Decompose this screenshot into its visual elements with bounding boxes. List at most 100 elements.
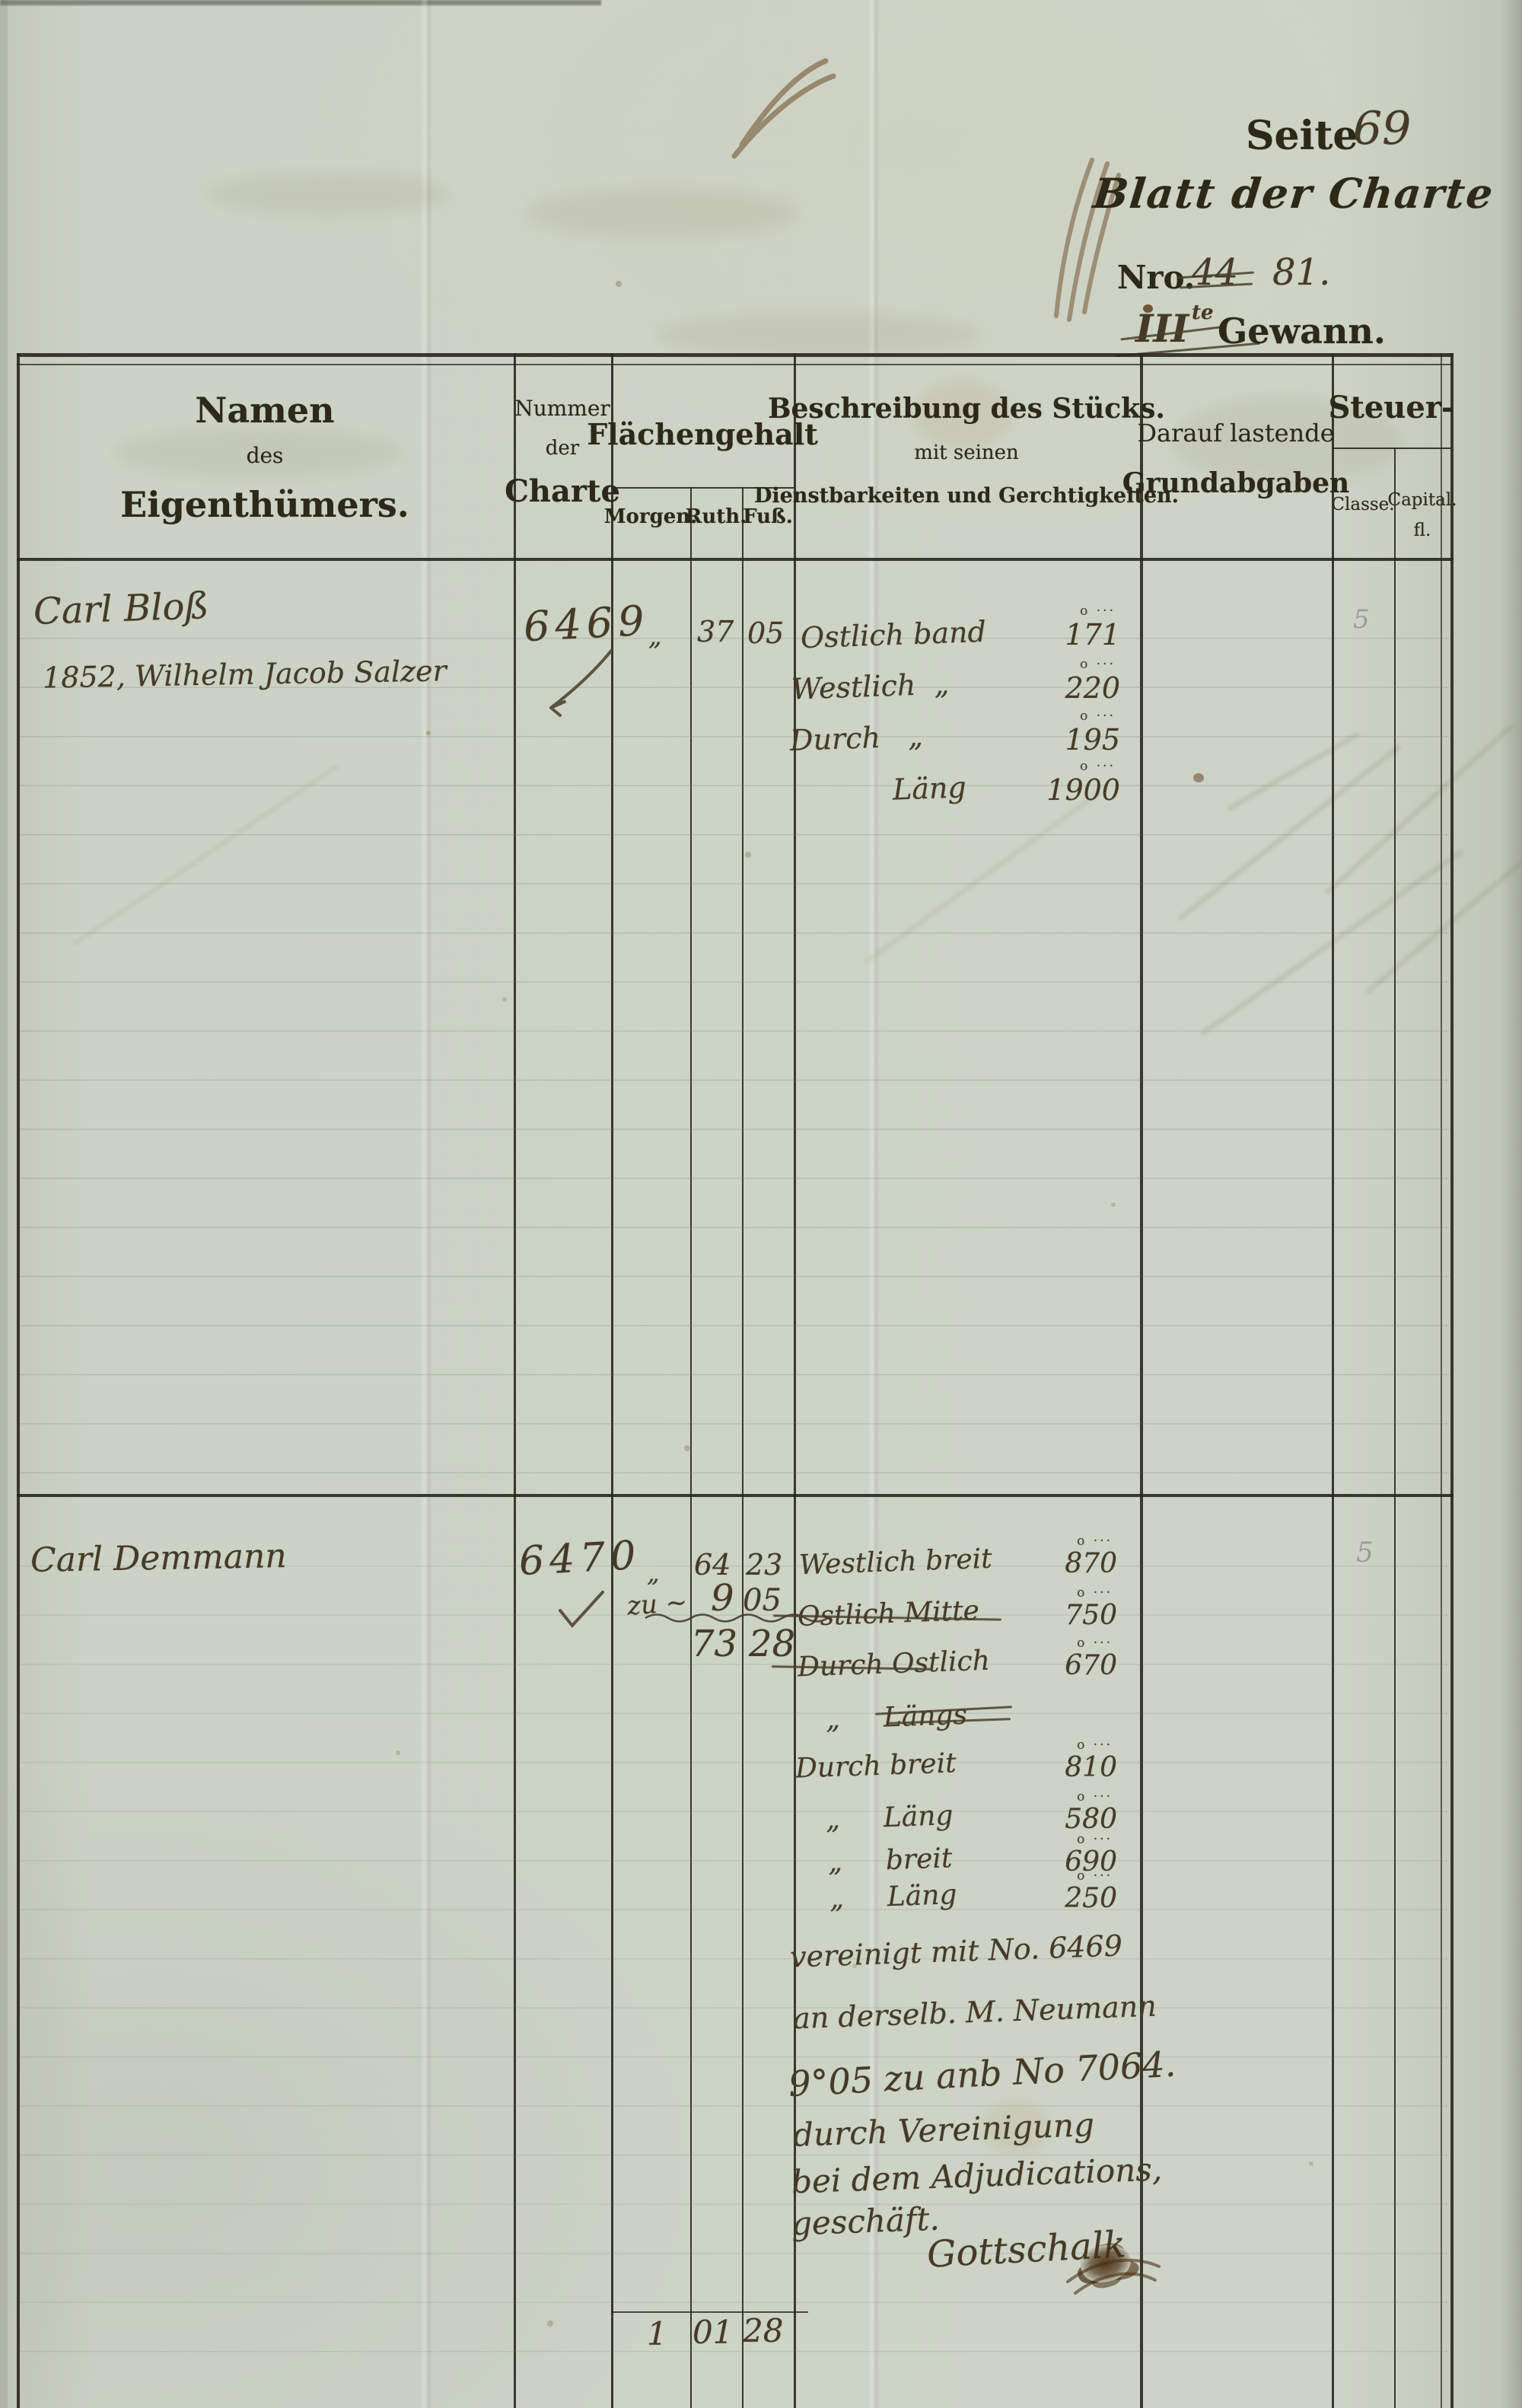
unit-marks: o ··· — [1077, 1789, 1113, 1804]
measurement-label: Ostlich band — [800, 614, 987, 655]
measurement-value: o ··· 250 — [1065, 1868, 1117, 1914]
row2-area-ruth-total: 73 — [691, 1623, 738, 1665]
scan-edge-top — [0, 0, 601, 5]
unit-marks: o ··· — [1077, 1832, 1113, 1847]
col-header-mit-seinen: mit seinen — [914, 441, 1019, 464]
row1-steuer-classe: 5 — [1353, 604, 1370, 635]
unit-marks: o ··· — [1080, 604, 1116, 619]
col-header-darauf-lastende: Darauf lastende — [1137, 419, 1335, 448]
row1-charte-number: 6469 — [522, 596, 651, 651]
table-border-top-inner — [17, 364, 1454, 365]
col-header-morgen: Morgen. — [603, 505, 698, 528]
blatt-der-charte-title: Blatt der Charte — [1091, 169, 1497, 218]
foxing-spots — [426, 731, 431, 735]
unit-marks: o ··· — [1077, 1738, 1113, 1753]
measurement-value: o ··· 750 — [1065, 1585, 1117, 1631]
measurement-label: Durch „ — [789, 718, 924, 758]
paper-crease — [868, 0, 880, 2408]
row1-morgen-value: „ — [648, 621, 662, 651]
col-header-dienstbarkeiten: Dienstbarkeiten und Gerchtigkeiten. — [753, 484, 1180, 508]
col-header-ruth: Ruth. — [685, 505, 747, 528]
column-rule — [514, 353, 516, 2408]
unit-marks: o ··· — [1080, 759, 1116, 774]
column-rule — [1332, 353, 1334, 2408]
bleedthrough-blob — [205, 171, 449, 217]
ink-spot — [1143, 304, 1153, 313]
unit-marks: o ··· — [1077, 1534, 1113, 1549]
row2-owner-name: Carl Demmann — [30, 1537, 288, 1580]
seite-number: 69 — [1353, 102, 1412, 155]
measurement-label: „ Läng — [829, 1879, 958, 1915]
row2-area-fuss-1: 23 — [746, 1548, 783, 1581]
column-rule — [611, 353, 613, 2408]
bleedthrough-blob — [525, 186, 799, 240]
row2-area-morgen-1: „ — [647, 1559, 660, 1588]
table-border-right — [1450, 353, 1454, 2408]
row1-owner-name: Carl Bloß — [33, 584, 210, 634]
paper-crease — [420, 0, 432, 2408]
col-header-flaechengehalt: Flächengehalt — [587, 417, 818, 451]
col-header-charte: Charte — [505, 473, 620, 509]
ink-spot — [1193, 773, 1204, 782]
col-header-eigenthuemers: Eigenthümers. — [120, 484, 409, 525]
row-separator-rule — [17, 1494, 1454, 1497]
totals-rule — [611, 2311, 808, 2313]
bleedthrough-blob — [1172, 396, 1400, 487]
total-fuss: 28 — [743, 2312, 784, 2349]
unit-marks: o ··· — [1080, 657, 1116, 672]
column-rule — [794, 353, 796, 2408]
guide-lines-row2 — [20, 1518, 1449, 2355]
measurement-value: o ··· 171 — [1065, 604, 1120, 651]
unit-marks: o ··· — [1077, 1636, 1113, 1651]
col-header-der: der — [545, 437, 580, 460]
measurement-value: o ··· 810 — [1065, 1738, 1117, 1783]
col-header-steuer: Steuer- — [1328, 390, 1454, 425]
checkmark-flourish — [542, 645, 618, 718]
measurement-label-struck: „ Längs — [825, 1699, 968, 1736]
row1-ruth-value: 37 — [697, 615, 734, 648]
total-morgen: 1 — [647, 2315, 667, 2352]
col-header-fuss: Fuß. — [743, 505, 793, 528]
pen-hatch-marks — [1050, 156, 1134, 323]
checkmark — [556, 1588, 609, 1633]
column-rule — [1394, 448, 1396, 2408]
ink-blot-scribble — [1064, 2236, 1163, 2297]
paper-stain — [913, 381, 1012, 449]
row1-fuss-value: 05 — [747, 616, 785, 650]
measurement-label: „ Läng — [825, 1800, 954, 1836]
row1-owner-transfer: 1852, Wilhelm Jacob Salzer — [42, 654, 447, 695]
row2-area-ruth-1: 64 — [694, 1548, 731, 1581]
unit-marks: o ··· — [1080, 709, 1116, 724]
row2-steuer-classe: 5 — [1356, 1537, 1374, 1569]
col-header-capital: Capital. — [1387, 490, 1457, 510]
row2-area-fuss-2: 05 — [743, 1583, 782, 1618]
col-header-namen: Namen — [195, 390, 335, 431]
total-ruth: 01 — [693, 2314, 734, 2351]
col-header-nummer: Nummer — [514, 396, 610, 421]
steuer-split-rule — [1332, 448, 1450, 449]
row2-area-ruth-2: 9 — [711, 1577, 734, 1620]
column-rule — [690, 487, 692, 2408]
col-header-grundabgaben: Grundabgaben — [1122, 467, 1350, 499]
col-header-capital-fl: fl. — [1413, 521, 1431, 540]
column-rule — [742, 487, 743, 2408]
measurement-value: o ··· 1900 — [1046, 759, 1120, 807]
gewann-label: Gewann. — [1218, 311, 1386, 352]
table-border-left — [17, 353, 20, 2408]
table-border-right-inner — [1441, 353, 1442, 2408]
gewann-prefix: III — [1135, 306, 1189, 351]
measurement-value: o ··· 220 — [1065, 657, 1120, 705]
col-header-namen-des: des — [246, 443, 284, 468]
col-header-classe: Classe. — [1331, 495, 1395, 514]
flaechengehalt-split-rule — [611, 487, 794, 489]
row2-charte-number: 6470 — [517, 1532, 642, 1585]
measurement-value: o ··· 580 — [1065, 1789, 1117, 1835]
paper-stain — [982, 2101, 1050, 2154]
bleedthrough-blob — [114, 426, 403, 479]
unit-marks: o ··· — [1077, 1585, 1113, 1601]
nro-number: 81. — [1272, 251, 1331, 294]
measurement-label-struck: Ostlich Mitte — [797, 1594, 980, 1633]
measurement-label: Westlich „ — [791, 667, 950, 706]
measurement-value: o ··· 870 — [1065, 1534, 1117, 1579]
